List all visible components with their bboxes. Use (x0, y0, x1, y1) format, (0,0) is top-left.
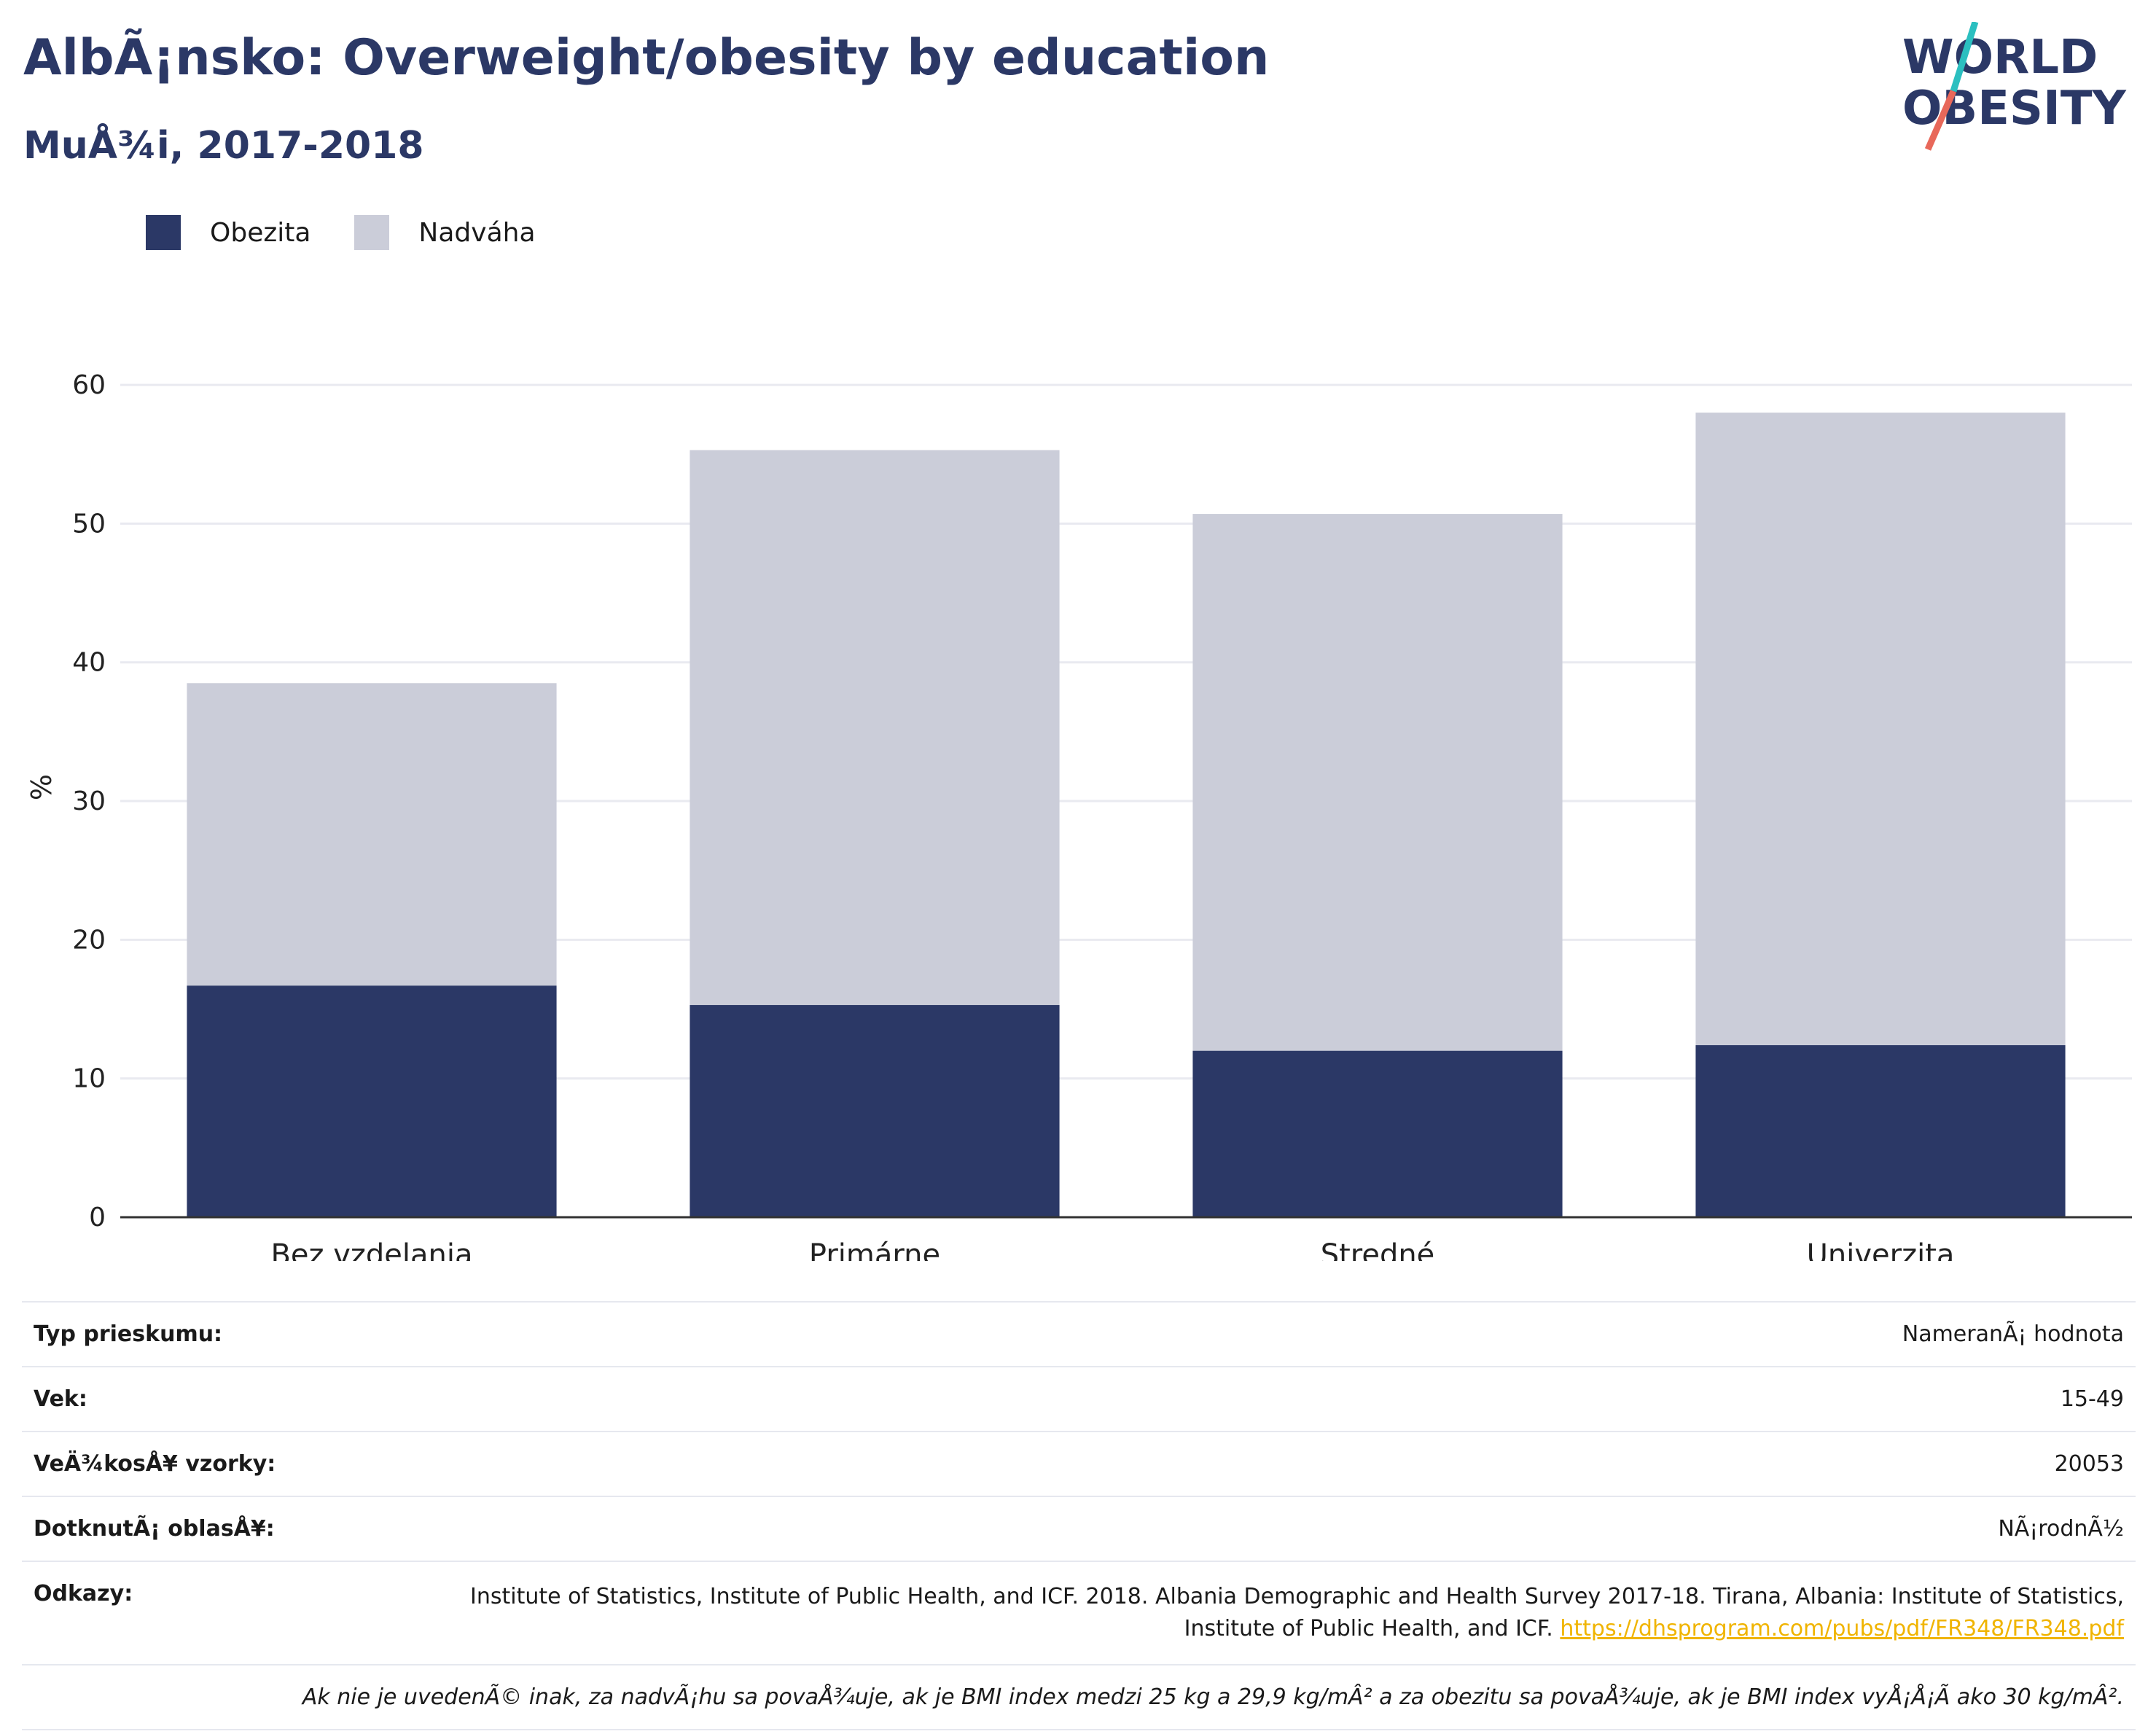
info-row-age: Vek: 15-49 (22, 1366, 2136, 1431)
info-row-references: Odkazy: Institute of Statistics, Institu… (22, 1561, 2136, 1664)
bar-obesity (690, 1004, 1060, 1217)
survey-type-label: Typ prieskumu: (34, 1321, 223, 1347)
area-label: DotknutÃ¡ oblasÅ¥: (34, 1516, 275, 1542)
area-value: NÃ¡rodnÃ½ (1998, 1516, 2124, 1542)
refs-value: Institute of Statistics, Institute of Pu… (448, 1581, 2124, 1645)
legend-swatch-obesity (146, 215, 181, 250)
y-tick-label: 50 (72, 509, 106, 539)
chart-title: AlbÃ¡nsko: Overweight/obesity by educati… (23, 29, 1270, 87)
bar-overweight (1192, 514, 1563, 1051)
info-row-survey-type: Typ prieskumu: NameranÃ¡ hodnota (22, 1301, 2136, 1366)
bar-overweight (1695, 413, 2066, 1045)
legend-item-overweight: Nadváha (354, 215, 536, 250)
y-axis-label: % (26, 774, 58, 800)
footnote: Ak nie je uvedenÃ© inak, za nadvÃ¡hu sa … (22, 1664, 2136, 1730)
legend-label-obesity: Obezita (210, 217, 311, 248)
x-tick-label: Univerzita (1807, 1238, 1955, 1261)
chart-legend: Obezita Nadváha (146, 215, 579, 250)
bar-obesity (187, 985, 557, 1217)
y-tick-label: 40 (72, 648, 106, 678)
y-tick-label: 30 (72, 786, 106, 816)
bar-overweight (690, 450, 1060, 1005)
x-tick-label: Primárne (809, 1238, 940, 1261)
refs-label: Odkazy: (34, 1581, 133, 1606)
y-tick-label: 20 (72, 925, 106, 955)
refs-text: Institute of Statistics, Institute of Pu… (470, 1584, 2124, 1641)
x-tick-label: Stredné (1321, 1238, 1435, 1261)
info-row-sample: VeÄ¾kosÅ¥ vzorky: 20053 (22, 1431, 2136, 1496)
bar-overweight (187, 683, 557, 986)
sample-label: VeÄ¾kosÅ¥ vzorky: (34, 1451, 276, 1477)
bar-obesity (1192, 1050, 1563, 1217)
y-tick-label: 0 (89, 1203, 106, 1233)
sample-value: 20053 (2054, 1451, 2124, 1477)
info-table: Typ prieskumu: NameranÃ¡ hodnota Vek: 15… (22, 1301, 2136, 1730)
y-tick-label: 10 (72, 1064, 106, 1094)
legend-item-obesity: Obezita (146, 215, 310, 250)
refs-link[interactable]: https://dhsprogram.com/pubs/pdf/FR348/FR… (1560, 1616, 2124, 1641)
age-value: 15-49 (2060, 1386, 2124, 1412)
bar-obesity (1695, 1045, 2066, 1217)
age-label: Vek: (34, 1386, 87, 1412)
legend-swatch-overweight (354, 215, 390, 250)
bar-chart: 0 10 20 30 40 50 60% Bez vzdelania Primárne Stred… (26, 370, 2132, 1261)
info-row-area: DotknutÃ¡ oblasÅ¥: NÃ¡rodnÃ½ (22, 1496, 2136, 1561)
chart-subtitle: MuÅ¾i, 2017-2018 (23, 124, 424, 168)
x-tick-label: Bez vzdelania (270, 1238, 472, 1261)
logo-line1: WORLD (1902, 31, 2098, 85)
world-obesity-logo: WORLD OBESITY (1902, 22, 2126, 151)
y-tick-label: 60 (72, 370, 106, 400)
survey-type-value: NameranÃ¡ hodnota (1902, 1321, 2124, 1347)
legend-label-overweight: Nadváha (418, 217, 536, 248)
